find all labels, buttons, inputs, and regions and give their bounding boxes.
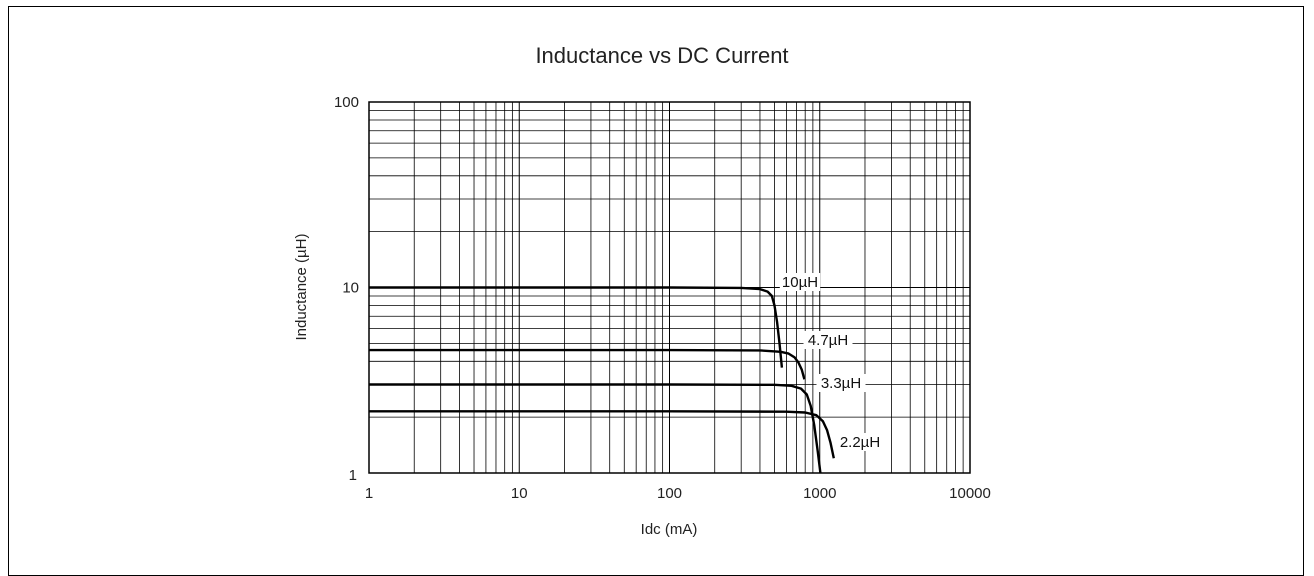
x-tick-label: 10 bbox=[511, 485, 528, 502]
series-label: 4.7µH bbox=[808, 332, 848, 349]
series-label-group: 2.2µH bbox=[835, 433, 885, 451]
series-label: 3.3µH bbox=[821, 375, 861, 392]
series-label-bg bbox=[816, 374, 866, 392]
x-axis-label: Idc (mA) bbox=[641, 521, 698, 538]
chart-title: Inductance vs DC Current bbox=[535, 43, 788, 68]
series-label-bg bbox=[779, 273, 821, 291]
series-line bbox=[369, 286, 784, 368]
x-tick-label: 10000 bbox=[949, 485, 991, 502]
series-label-group: 4.7µH bbox=[803, 331, 853, 349]
series-line bbox=[369, 348, 806, 380]
x-tick-labels: 1 10 100 1000 10000 bbox=[365, 485, 991, 502]
y-tick-label: 10 bbox=[342, 280, 359, 297]
series-labels: 10µH 4.7µH 3.3µH 2.2µH bbox=[779, 273, 885, 451]
series-line bbox=[369, 383, 822, 474]
y-tick-labels: 1 10 100 bbox=[334, 94, 359, 484]
series-label: 2.2µH bbox=[840, 434, 880, 451]
y-tick-label: 100 bbox=[334, 94, 359, 111]
y-axis-label: Inductance (µH) bbox=[293, 233, 310, 340]
x-tick-label: 1 bbox=[365, 485, 373, 502]
series-label: 10µH bbox=[782, 274, 818, 291]
x-tick-label: 1000 bbox=[803, 485, 836, 502]
series-line bbox=[369, 410, 835, 459]
chart-frame bbox=[8, 6, 1304, 576]
x-tick-label: 100 bbox=[657, 485, 682, 502]
series-label-group: 3.3µH bbox=[816, 374, 866, 392]
y-tick-label: 1 bbox=[349, 467, 357, 484]
series-label-bg bbox=[803, 331, 853, 349]
series-label-bg bbox=[835, 433, 885, 451]
series-label-group: 10µH bbox=[779, 273, 821, 291]
series-lines bbox=[369, 286, 835, 474]
